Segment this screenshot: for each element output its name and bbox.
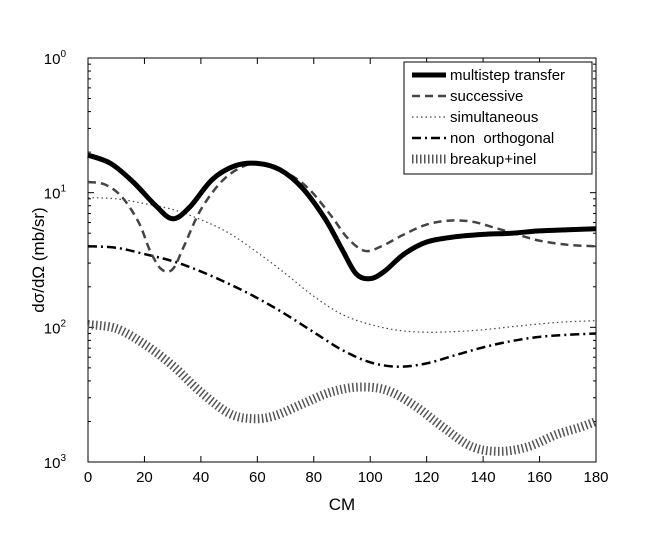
legend-label-simultaneous: simultaneous <box>450 109 538 126</box>
legend-label-breakup-inel: breakup+inel <box>450 151 536 168</box>
x-tick-label: 180 <box>583 469 608 486</box>
x-tick-label: 0 <box>84 469 92 486</box>
y-tick-exponent: 1 <box>60 184 66 195</box>
x-tick-label: 160 <box>527 469 552 486</box>
y-tick-exponent: 0 <box>60 49 66 60</box>
series-multistep-transfer-line <box>87 152 597 282</box>
x-axis-title: CM <box>329 495 355 514</box>
series-successive-line <box>87 162 597 274</box>
x-tick-label: 40 <box>193 469 210 486</box>
x-tick-label: 60 <box>249 469 266 486</box>
legend-items: multistep transfer successive simultaneous… <box>412 67 565 168</box>
y-tick-base: 10 <box>44 455 61 472</box>
y-tick-label: 103 <box>44 453 67 472</box>
legend-box <box>403 61 593 175</box>
y-tick-label: 102 <box>44 318 67 337</box>
y-tick-base: 10 <box>44 320 61 337</box>
series-breakup-inel-line <box>87 320 598 456</box>
x-tick-label: 140 <box>471 469 496 486</box>
legend-label-successive: successive <box>450 88 523 105</box>
legend-label-non-orthogonal: non orthogonal <box>450 130 554 147</box>
y-tick-exponent: 3 <box>60 453 66 464</box>
x-tick-label: 80 <box>305 469 322 486</box>
y-tick-base: 10 <box>44 51 61 68</box>
x-tick-label: 120 <box>414 469 439 486</box>
y-axis-title: dσ/dΩ (mb/sr) <box>29 207 48 312</box>
x-tick-label: 100 <box>358 469 383 486</box>
series-simultaneous-line <box>87 196 597 333</box>
y-tick-label: 101 <box>44 184 67 203</box>
legend-label-multistep-transfer: multistep transfer <box>450 67 565 84</box>
series-layer <box>87 152 598 456</box>
legend: multistep transfer successive simultaneous… <box>403 61 593 175</box>
y-tick-exponent: 2 <box>60 318 66 329</box>
y-tick-label: 100 <box>44 49 67 68</box>
x-axis: 0 20 40 60 80 100 120 140 160 180 <box>84 58 609 486</box>
y-tick-base: 10 <box>44 186 61 203</box>
x-tick-label: 20 <box>136 469 153 486</box>
